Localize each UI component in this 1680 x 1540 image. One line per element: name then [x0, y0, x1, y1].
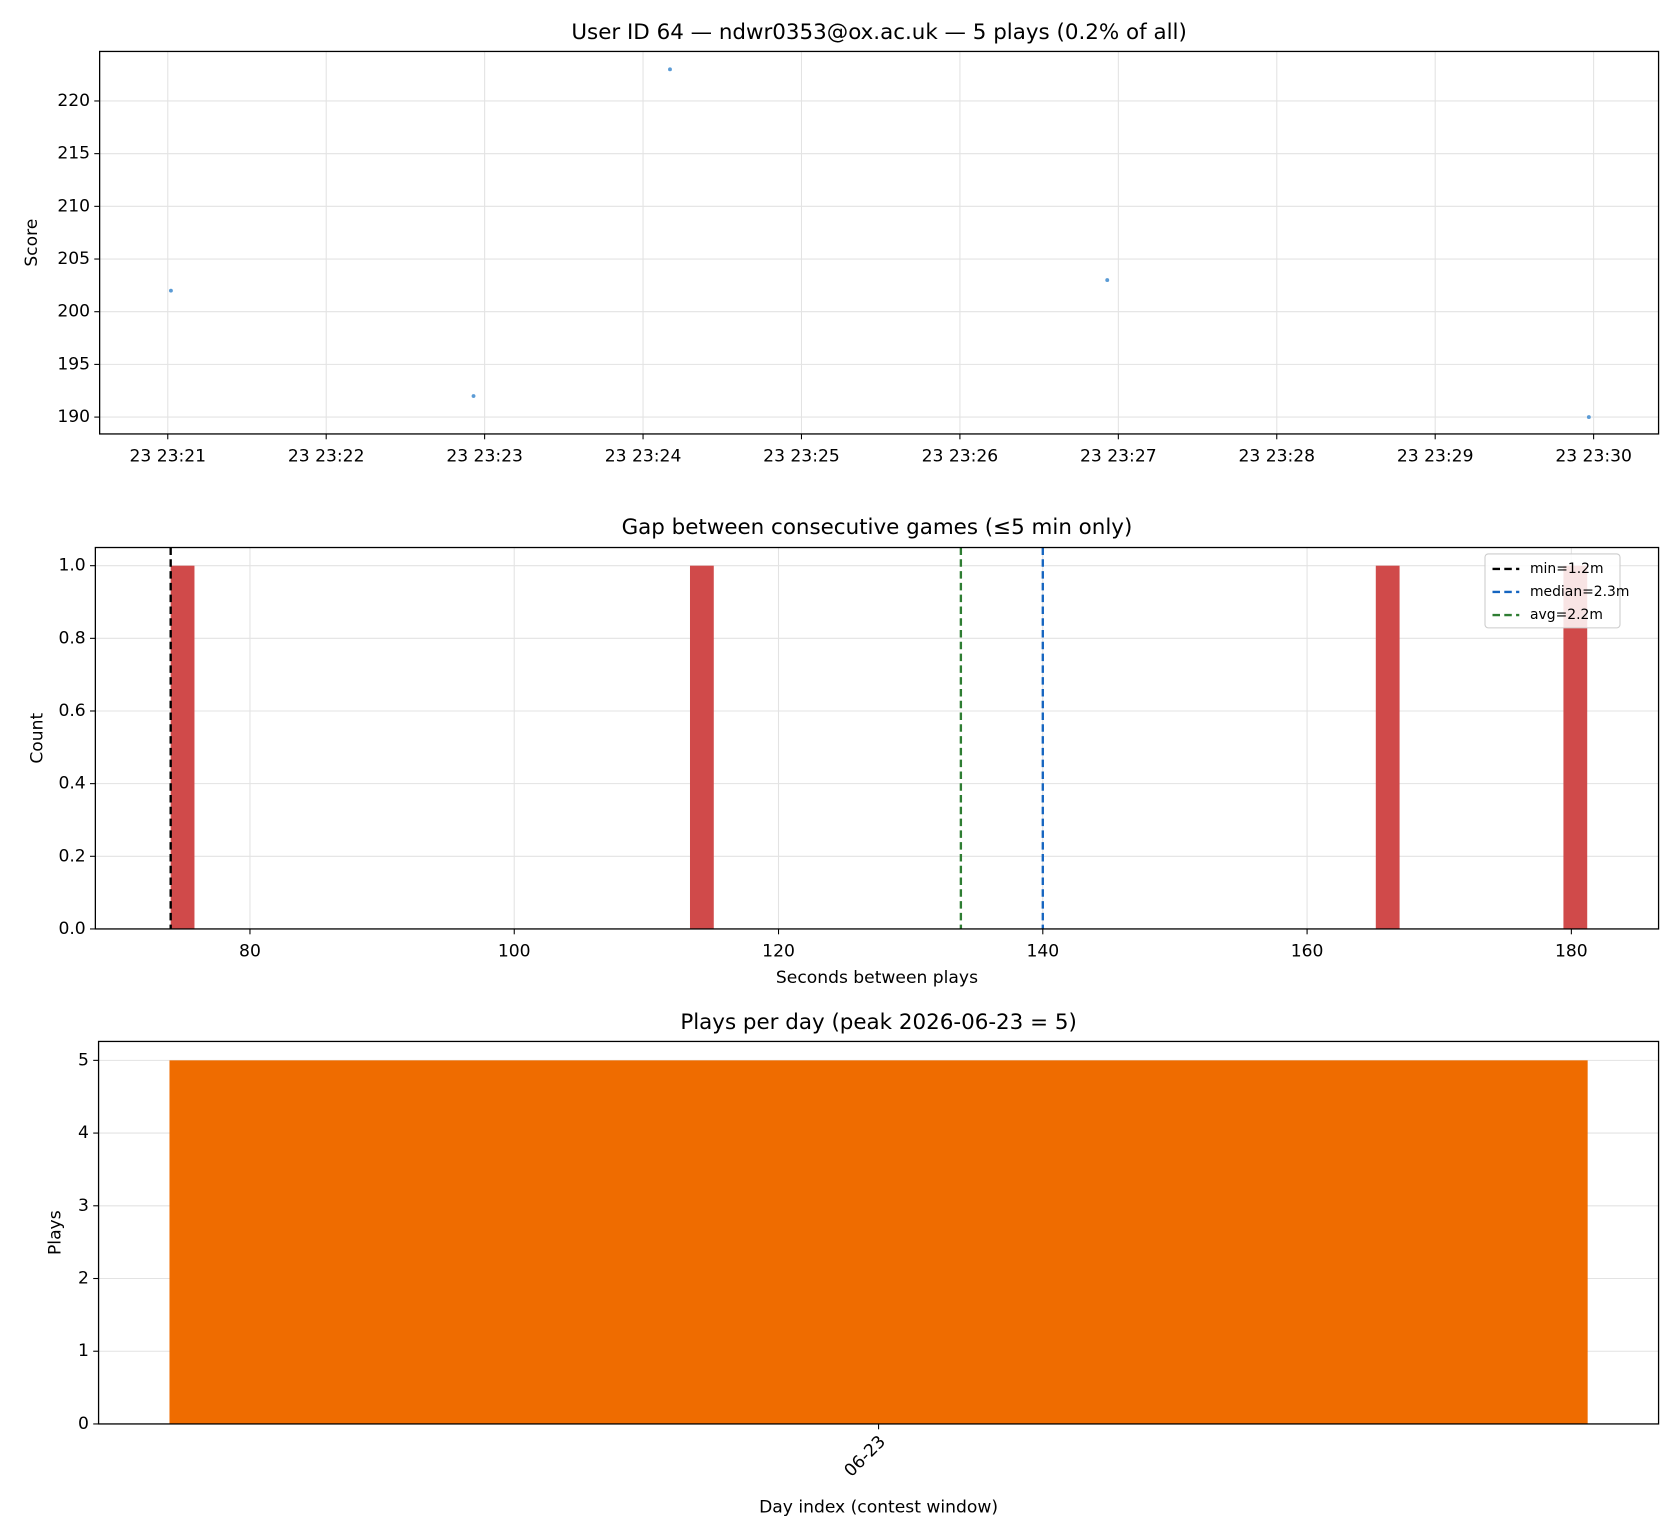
y-tick-label: 205: [57, 249, 90, 269]
y-tick-label: 190: [57, 407, 90, 427]
y-tick-label: 200: [57, 302, 90, 322]
x-tick-label: 160: [1291, 941, 1324, 961]
y-tick-label: 220: [57, 91, 90, 111]
y-tick-label: 0.6: [58, 701, 85, 721]
x-tick-label: 140: [1026, 941, 1059, 961]
y-tick-label: 0.0: [58, 919, 85, 939]
point: [668, 67, 672, 72]
y-tick-label: 3: [78, 1196, 89, 1216]
point: [1105, 278, 1110, 283]
legend-label: median=2.3m: [1530, 584, 1629, 600]
histogram-bar: [170, 565, 195, 929]
x-tick-label: 23 23:27: [1080, 446, 1157, 466]
plot-frame: [97, 1040, 1660, 1425]
x-tick-label: 23 23:28: [1238, 446, 1315, 466]
y-tick-label: 2: [78, 1269, 89, 1289]
x-tick-label: 23 23:26: [922, 446, 999, 466]
x-tick-label: 23 23:25: [763, 446, 840, 466]
x-tick-label: 23 23:30: [1555, 446, 1632, 466]
x-tick-label: 06-23: [841, 1432, 890, 1481]
legend-label: min=1.2m: [1530, 561, 1604, 577]
chart-title: Plays per day (peak 2026-06-23 = 5): [680, 1010, 1077, 1035]
x-tick-label: 120: [762, 941, 795, 961]
y-tick-label: 5: [78, 1050, 89, 1070]
x-axis-label: Seconds between plays: [776, 968, 978, 988]
x-tick-label: 23 23:24: [605, 446, 682, 466]
y-tick-label: 1: [78, 1341, 89, 1361]
x-tick-label: 180: [1555, 941, 1588, 961]
histogram-bar: [1375, 565, 1400, 929]
point: [1586, 415, 1591, 420]
x-tick-label: 23 23:29: [1397, 446, 1474, 466]
x-tick-label: 23 23:23: [446, 446, 523, 466]
legend-label: avg=2.2m: [1530, 607, 1603, 623]
y-tick-label: 215: [57, 144, 90, 164]
chart-title: User ID 64 — ndwr0353@ox.ac.uk — 5 plays…: [571, 20, 1186, 45]
y-axis-label: Score: [22, 219, 42, 267]
y-axis-label: Count: [27, 713, 47, 764]
x-tick-label: 23 23:21: [129, 446, 206, 466]
plot-frame: [99, 50, 1660, 435]
x-tick-label: 80: [239, 941, 261, 961]
y-tick-label: 0: [78, 1414, 89, 1434]
y-tick-label: 4: [78, 1123, 89, 1143]
legend-box: [1484, 553, 1621, 629]
bar: [169, 1060, 1588, 1424]
y-tick-label: 195: [57, 354, 90, 374]
y-axis-label: Plays: [46, 1210, 66, 1255]
point: [169, 288, 173, 293]
chart-title: Gap between consecutive games (≤5 min on…: [622, 515, 1133, 540]
histogram-bar: [1563, 565, 1588, 929]
y-tick-label: 0.4: [58, 774, 85, 794]
y-tick-label: 0.2: [58, 846, 85, 866]
x-axis-label: Day index (contest window): [759, 1498, 998, 1518]
histogram-bar: [689, 565, 714, 929]
y-tick-label: 210: [57, 196, 90, 216]
plot-frame: [94, 546, 1660, 930]
point: [471, 394, 476, 398]
y-tick-label: 1.0: [58, 556, 85, 576]
x-tick-label: 23 23:22: [288, 446, 365, 466]
y-tick-label: 0.8: [58, 628, 85, 648]
x-tick-label: 100: [498, 941, 531, 961]
